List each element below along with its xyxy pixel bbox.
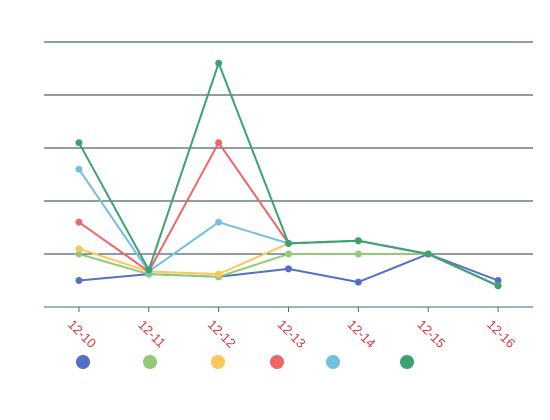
x-tick-label: 12-14 <box>344 317 378 351</box>
series-6 <box>75 59 502 290</box>
legend-marker <box>270 355 284 369</box>
data-point <box>145 266 153 274</box>
data-point <box>75 277 83 284</box>
x-tick-label: 12-15 <box>414 317 448 351</box>
legend-marker <box>326 355 340 369</box>
data-point <box>285 250 292 258</box>
legend-marker <box>211 355 225 369</box>
data-point <box>75 218 83 226</box>
data-point <box>285 239 292 247</box>
data-point <box>75 250 83 258</box>
data-point <box>354 250 362 258</box>
x-tick-label: 12-10 <box>65 317 99 351</box>
x-tick-label: 12-11 <box>135 317 168 350</box>
series-layer <box>75 59 502 290</box>
x-tick-label: 12-13 <box>275 317 309 351</box>
data-point <box>354 237 362 245</box>
data-point <box>75 139 83 147</box>
data-point <box>215 270 223 278</box>
data-point <box>215 59 223 67</box>
data-point <box>424 250 432 258</box>
data-point <box>215 139 223 147</box>
data-point <box>75 245 83 253</box>
x-axis: 12-10 12-11 12-12 12-13 12-14 12-15 12-16 <box>44 306 533 351</box>
data-point <box>75 165 83 173</box>
grid <box>44 41 533 255</box>
data-point <box>215 218 223 226</box>
legend-marker <box>143 355 157 369</box>
data-point <box>494 277 502 284</box>
legend-marker <box>400 355 414 369</box>
series-line <box>78 141 499 287</box>
x-tick-label: 12-12 <box>205 317 239 351</box>
legend <box>76 355 414 369</box>
series-line <box>78 239 499 287</box>
data-point <box>494 282 502 290</box>
data-point <box>285 265 292 273</box>
data-point <box>354 278 362 286</box>
x-tick-label: 12-16 <box>484 317 518 351</box>
legend-marker <box>76 355 90 369</box>
